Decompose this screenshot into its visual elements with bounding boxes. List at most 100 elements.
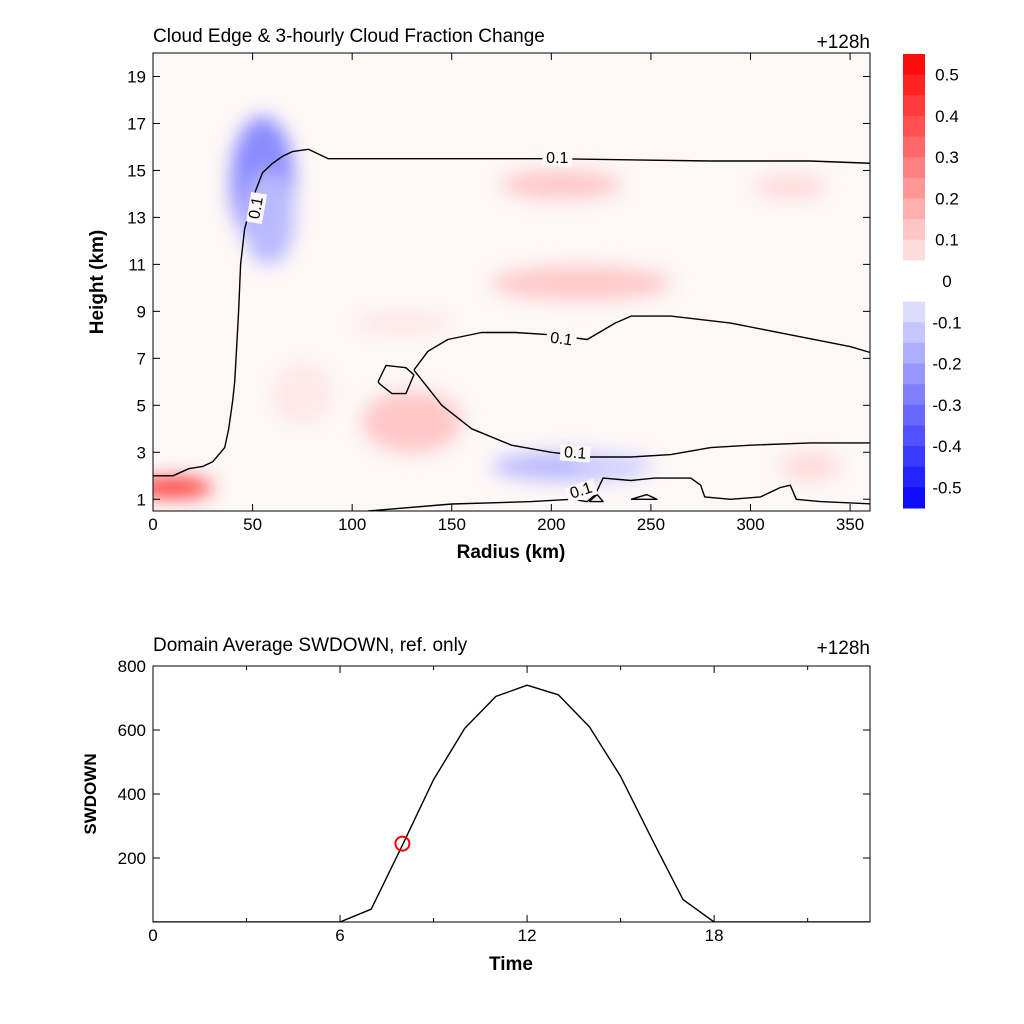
positive-anomaly bbox=[153, 478, 213, 497]
y-tick-label: 13 bbox=[127, 208, 146, 227]
line-layer bbox=[153, 684, 870, 922]
colorbar-segment bbox=[903, 301, 925, 323]
anomaly-layer bbox=[153, 116, 841, 497]
contour-label: 0.1 bbox=[568, 479, 595, 502]
y-tick-label: 3 bbox=[137, 443, 146, 462]
positive-anomaly bbox=[780, 452, 841, 481]
y-tick-label: 5 bbox=[137, 396, 146, 415]
negative-anomaly bbox=[571, 454, 651, 474]
x-tick-label: 100 bbox=[338, 515, 366, 534]
colorbar-segment bbox=[903, 322, 925, 344]
contour-label-background bbox=[559, 444, 591, 463]
colorbar-tick-label: -0.3 bbox=[932, 396, 961, 415]
contour-label-background bbox=[564, 478, 598, 504]
swdown-line bbox=[153, 684, 870, 922]
line-time-label: +128h bbox=[817, 638, 870, 659]
colorbar-segment bbox=[903, 54, 925, 76]
contour-line bbox=[413, 315, 870, 371]
x-tick-label: 150 bbox=[438, 515, 466, 534]
colorbar-tick-label: -0.4 bbox=[932, 437, 961, 456]
colorbar-segment bbox=[903, 177, 925, 199]
contour-label-background bbox=[246, 191, 268, 225]
heatmap-ylabel: Height (km) bbox=[87, 230, 108, 335]
colorbar-segment bbox=[903, 446, 925, 468]
colorbar-segment bbox=[903, 74, 925, 96]
line-ticks: 0 6 12 18 200 400 600 800 bbox=[118, 657, 870, 945]
colorbar-segment bbox=[903, 425, 925, 447]
y-tick-label: 800 bbox=[118, 657, 146, 676]
y-tick-label: 9 bbox=[137, 302, 146, 321]
positive-anomaly bbox=[272, 363, 333, 425]
colorbar-tick-label: 0.5 bbox=[935, 66, 959, 85]
colorbar-segment bbox=[903, 260, 925, 282]
colorbar-segment bbox=[903, 157, 925, 179]
colorbar-segment bbox=[903, 239, 925, 261]
heatmap-frame bbox=[152, 52, 871, 512]
contour-label: 0.1 bbox=[546, 150, 568, 167]
positive-anomaly bbox=[352, 311, 452, 335]
colorbar-segment bbox=[903, 342, 925, 365]
colorbar-tick-label: -0.2 bbox=[932, 355, 961, 374]
heatmap-panel: Cloud Edge & 3-hourly Cloud Fraction Cha… bbox=[87, 26, 962, 563]
line-ylabel: SWDOWN bbox=[81, 753, 100, 834]
contour-line bbox=[153, 148, 870, 477]
y-tick-label: 600 bbox=[118, 721, 146, 740]
y-tick-label: 17 bbox=[127, 114, 146, 133]
colorbar-segment bbox=[903, 136, 925, 158]
positive-anomaly bbox=[501, 170, 622, 199]
colorbar-segment bbox=[903, 404, 925, 426]
x-tick-label: 12 bbox=[518, 926, 537, 945]
colorbar-segment bbox=[903, 384, 925, 406]
y-tick-label: 400 bbox=[118, 785, 146, 804]
x-tick-label: 0 bbox=[148, 515, 157, 534]
x-tick-label: 200 bbox=[537, 515, 565, 534]
contour-line bbox=[377, 364, 415, 395]
current-time-marker bbox=[394, 835, 411, 852]
line-panel: Domain Average SWDOWN, ref. only +128h 0… bbox=[81, 635, 871, 975]
heatmap-title: Cloud Edge & 3-hourly Cloud Fraction Cha… bbox=[153, 26, 545, 47]
colorbar-tick-label: -0.5 bbox=[932, 478, 961, 497]
y-tick-label: 15 bbox=[127, 161, 146, 180]
colorbar-tick-label: 0 bbox=[942, 272, 951, 291]
y-tick-label: 1 bbox=[137, 490, 146, 509]
heatmap-xlabel: Radius (km) bbox=[457, 542, 566, 563]
positive-anomaly bbox=[362, 391, 462, 453]
colorbar-tick-label: -0.1 bbox=[932, 313, 961, 332]
contour-label: 0.1 bbox=[549, 330, 573, 350]
contour-line bbox=[413, 369, 870, 458]
contour-label-background bbox=[545, 329, 578, 350]
x-tick-label: 350 bbox=[836, 515, 864, 534]
colorbar-tick-label: 0.2 bbox=[935, 189, 959, 208]
line-xlabel: Time bbox=[489, 954, 533, 975]
colorbar-segment bbox=[903, 95, 925, 117]
x-tick-label: 300 bbox=[736, 515, 764, 534]
y-tick-label: 19 bbox=[127, 67, 146, 86]
colorbar-segment bbox=[903, 487, 925, 509]
positive-anomaly bbox=[754, 175, 827, 199]
colorbar-tick-label: 0.4 bbox=[935, 107, 959, 126]
colorbar-segment bbox=[903, 115, 925, 138]
colorbar-segment bbox=[903, 363, 925, 385]
heatmap-time-label: +128h bbox=[817, 32, 870, 53]
colorbar-tick-label: 0.1 bbox=[935, 231, 959, 250]
y-tick-label: 11 bbox=[128, 255, 146, 274]
contour-line bbox=[630, 493, 658, 500]
contour-label: 0.1 bbox=[246, 195, 267, 220]
positive-anomaly bbox=[491, 266, 671, 300]
x-tick-label: 6 bbox=[335, 926, 344, 945]
colorbar-segment bbox=[903, 219, 925, 241]
colorbar-segment bbox=[903, 466, 925, 488]
contour-label-background bbox=[542, 150, 573, 167]
colorbar-segment bbox=[903, 281, 925, 303]
x-tick-label: 50 bbox=[243, 515, 262, 534]
colorbar: 0.5 0.4 0.3 0.2 0.1 0 -0.1 -0.2 -0.3 -0.4 -0.5 bbox=[903, 54, 962, 509]
y-tick-label: 7 bbox=[137, 349, 146, 368]
x-tick-label: 18 bbox=[705, 926, 724, 945]
y-tick-label: 200 bbox=[118, 849, 146, 868]
contour-label: 0.1 bbox=[564, 444, 587, 463]
line-frame bbox=[152, 665, 871, 923]
x-tick-label: 250 bbox=[637, 515, 665, 534]
colorbar-tick-label: 0.3 bbox=[935, 148, 959, 167]
